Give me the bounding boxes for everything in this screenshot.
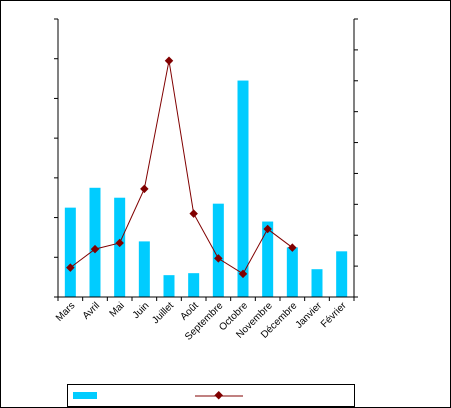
bar-août	[188, 273, 200, 297]
line-point-août	[189, 209, 198, 218]
x-tick-label-juin: Juin	[131, 300, 152, 321]
bar-avril	[89, 187, 101, 297]
x-tick-label-février: Février	[319, 300, 349, 330]
line-point-avril	[90, 244, 100, 254]
bar-juillet	[163, 275, 175, 297]
line-series	[70, 60, 293, 275]
line-point-novembre	[263, 224, 272, 234]
legend-bar-swatch	[73, 392, 97, 399]
x-tick-label-juillet: Juillet	[150, 300, 176, 326]
line-point-juillet	[164, 56, 174, 65]
bar-janvier	[311, 269, 323, 297]
x-tick-label-mai: Mai	[108, 300, 127, 319]
line-point-mars	[66, 263, 75, 272]
bar-juin	[138, 241, 150, 297]
x-tick-label-mars: Mars	[54, 300, 78, 324]
bar-novembre	[262, 221, 274, 297]
line-point-mai	[115, 238, 124, 248]
line-point-septembre	[214, 254, 223, 263]
bar-février	[336, 251, 348, 297]
line-point-juin	[140, 184, 149, 194]
line-point-octobre	[238, 269, 248, 279]
bar-mars	[64, 207, 76, 297]
bar-septembre	[212, 203, 224, 297]
bars-layer	[64, 80, 348, 297]
line-point-décembre	[288, 243, 297, 252]
legend	[67, 384, 355, 407]
x-tick-label-janvier: Janvier	[294, 300, 325, 331]
line-layer	[66, 56, 297, 279]
legend-line-swatch	[195, 391, 243, 400]
bar-décembre	[286, 247, 298, 297]
bar-octobre	[237, 80, 249, 297]
x-tick-label-avril: Avril	[81, 300, 102, 321]
axes-layer	[54, 18, 358, 301]
bar-mai	[114, 197, 126, 297]
legend-line-marker	[214, 391, 223, 400]
